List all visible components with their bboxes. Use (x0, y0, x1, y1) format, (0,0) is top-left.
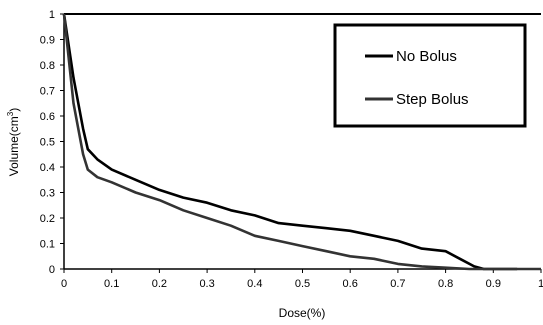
x-tick-label: 0.7 (390, 278, 405, 290)
y-axis-title-main: Volume(cm (7, 116, 21, 176)
y-tick-label: 0.8 (40, 60, 55, 72)
x-axis-ticks: 0 0.1 0.2 0.3 0.4 0.5 0.6 0.7 0.8 0.9 1 (61, 269, 543, 290)
y-tick-label: 0.9 (40, 35, 55, 47)
y-tick-label: 0.6 (40, 111, 55, 123)
x-tick-label: 0.9 (486, 278, 501, 290)
legend-label-no-bolus: No Bolus (396, 48, 457, 65)
y-tick-label: 0.3 (40, 188, 55, 200)
y-axis-title-suffix: ) (7, 108, 21, 112)
x-tick-label: 0.2 (152, 278, 167, 290)
y-tick-label: 0.2 (40, 213, 55, 225)
x-tick-label: 0.5 (295, 278, 310, 290)
y-tick-label: 0.1 (40, 239, 55, 251)
legend-box (333, 23, 527, 128)
y-tick-label: 1 (49, 9, 55, 21)
x-tick-label: 0.1 (104, 278, 119, 290)
x-tick-label: 0.8 (438, 278, 453, 290)
x-tick-label: 0.3 (199, 278, 214, 290)
legend-label-step-bolus: Step Bolus (396, 91, 469, 108)
x-axis-title: Dose(%) (279, 306, 326, 320)
series-line-step-bolus (62, 13, 541, 271)
x-tick-label: 0.6 (343, 278, 358, 290)
series-line-no-bolus (62, 13, 518, 271)
x-tick-label: 1 (538, 278, 543, 290)
y-tick-label: 0.5 (40, 137, 55, 149)
y-axis-title-superscript: 3 (6, 111, 15, 116)
series-lines (62, 13, 541, 271)
legend: No Bolus Step Bolus (333, 23, 527, 128)
y-tick-label: 0 (49, 264, 55, 276)
x-tick-label: 0.4 (247, 278, 262, 290)
y-axis-title: Volume(cm3) (6, 108, 21, 176)
x-tick-label: 0 (61, 278, 67, 290)
y-axis-ticks: 0 0.1 0.2 0.3 0.4 0.5 0.6 0.7 0.8 0.9 1 (40, 9, 64, 276)
y-tick-label: 0.4 (40, 162, 55, 174)
y-tick-label: 0.7 (40, 86, 55, 98)
